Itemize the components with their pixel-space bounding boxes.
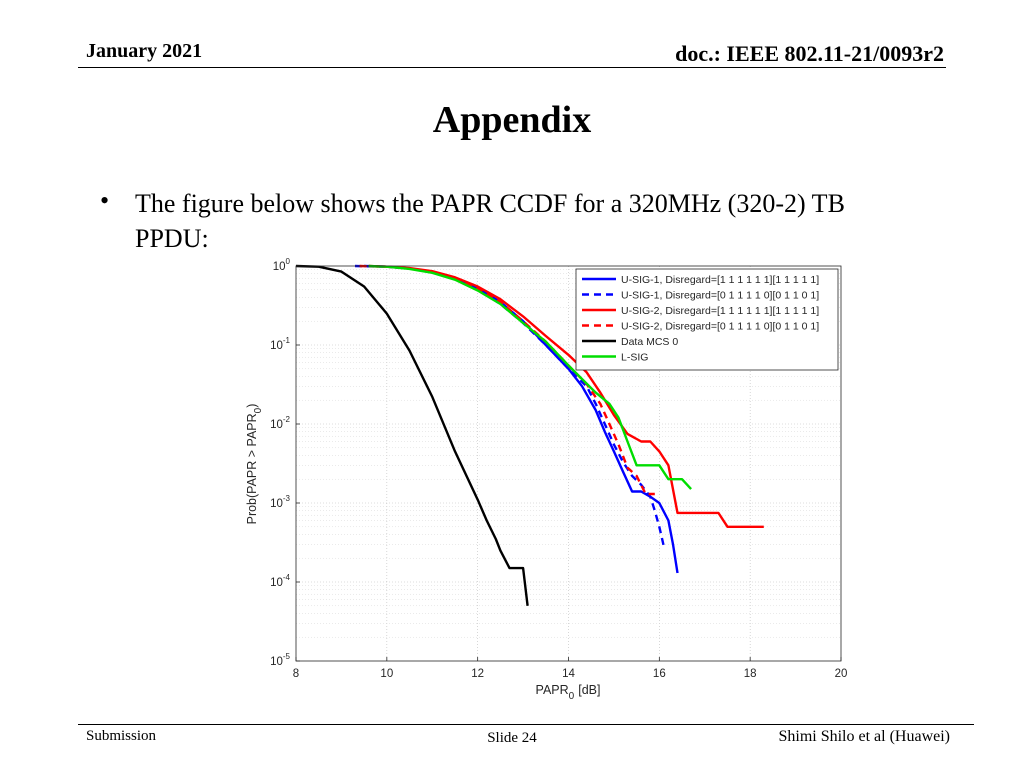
grid-lines (296, 266, 841, 661)
series-line-6 (368, 264, 692, 490)
header-rule (78, 67, 946, 68)
legend-entry: L-SIG (621, 352, 648, 364)
slide-title: Appendix (432, 99, 592, 141)
papr-ccdf-chart: 8 10 12 14 16 18 20 100 10-1 10-2 10-3 10-4 10-5 U-S… (245, 257, 847, 702)
x-tick-label: 8 (293, 668, 299, 680)
y-tick-label: 10-4 (270, 573, 290, 589)
x-tick-label: 10 (380, 668, 393, 680)
footer-submission: Submission (86, 728, 157, 744)
header-date: January 2021 (86, 40, 203, 62)
footer-author: Shimi Shilo et al (Huawei) (778, 728, 950, 745)
x-tick-label: 12 (471, 668, 484, 680)
x-axis-label: PAPR0 [dB] (536, 683, 601, 702)
legend: U-SIG-1, Disregard=[1 1 1 1 1 1][1 1 1 1… (575, 268, 839, 371)
y-tick-label: 10-1 (270, 336, 290, 352)
y-tick-label: 10-5 (270, 652, 290, 668)
series-line-4 (359, 264, 655, 496)
y-tick-label: 10-2 (270, 415, 290, 431)
y-tick-label: 10-3 (270, 494, 290, 510)
legend-entry: U-SIG-2, Disregard=[0 1 1 1 1 0][0 1 1 0… (621, 321, 819, 333)
legend-entry: U-SIG-1, Disregard=[0 1 1 1 1 0][0 1 1 0… (621, 290, 819, 302)
x-tick-label: 14 (562, 668, 575, 680)
footer-rule (78, 724, 974, 725)
x-tick-label: 20 (835, 668, 848, 680)
axis-ticks: 8 10 12 14 16 18 20 100 10-1 10-2 10-3 10-4 10-5 (270, 257, 847, 680)
footer-slide-number: Slide 24 (487, 730, 537, 746)
series-lines (295, 264, 764, 606)
legend-entry: U-SIG-2, Disregard=[1 1 1 1 1 1][1 1 1 1… (621, 305, 819, 317)
legend-entry: Data MCS 0 (621, 336, 678, 348)
y-tick-label: 100 (273, 257, 291, 273)
bullet-text: The figure below shows the PAPR CCDF for… (135, 189, 845, 253)
bullet-marker: • (100, 186, 110, 215)
y-axis-label: Prob(PAPR > PAPR0) (245, 404, 264, 525)
x-tick-label: 18 (744, 668, 757, 680)
legend-box (575, 268, 839, 371)
header-doc-id: doc.: IEEE 802.11-21/0093r2 (675, 41, 944, 66)
x-tick-label: 16 (653, 668, 666, 680)
series-line-5 (295, 264, 529, 606)
series-line-3 (368, 264, 764, 528)
legend-entry: U-SIG-1, Disregard=[1 1 1 1 1 1][1 1 1 1… (621, 274, 819, 286)
